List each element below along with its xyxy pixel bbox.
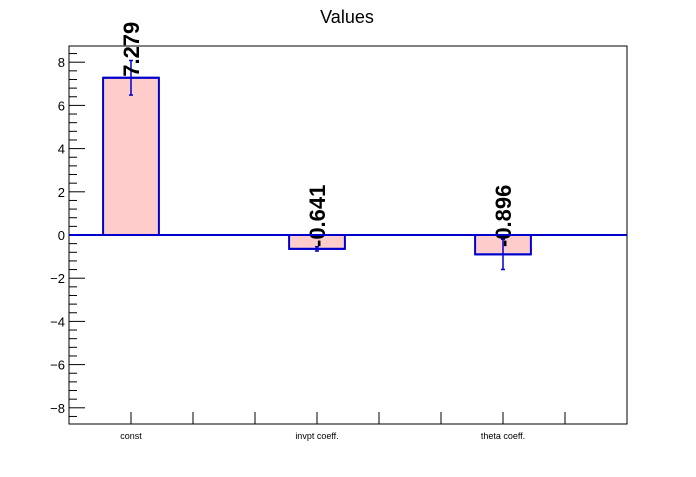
y-tick-label: 6 [58,98,65,113]
bar [102,76,160,236]
x-category-label: invpt coeff. [295,431,338,441]
data-label: -0.641 [305,185,330,247]
data-label: 7.279 [119,22,144,77]
x-category-label: const [120,431,142,441]
x-category-label: theta coeff. [481,431,525,441]
plot-area: −8 −6 −4 −2 0 2 4 6 8 const 7.279 invpt coeff. -0.64… [50,22,628,441]
y-tick-label: 8 [58,55,65,70]
y-tick-label: −4 [50,314,65,329]
y-tick-label: 2 [58,185,65,200]
y-tick-label: 0 [58,228,65,243]
y-tick-label: −8 [50,401,65,416]
y-tick-label: −2 [50,271,65,286]
y-tick-label: −6 [50,358,65,373]
chart-title: Values [320,7,374,27]
data-label: -0.896 [491,185,516,247]
y-tick-label: 4 [58,142,65,157]
